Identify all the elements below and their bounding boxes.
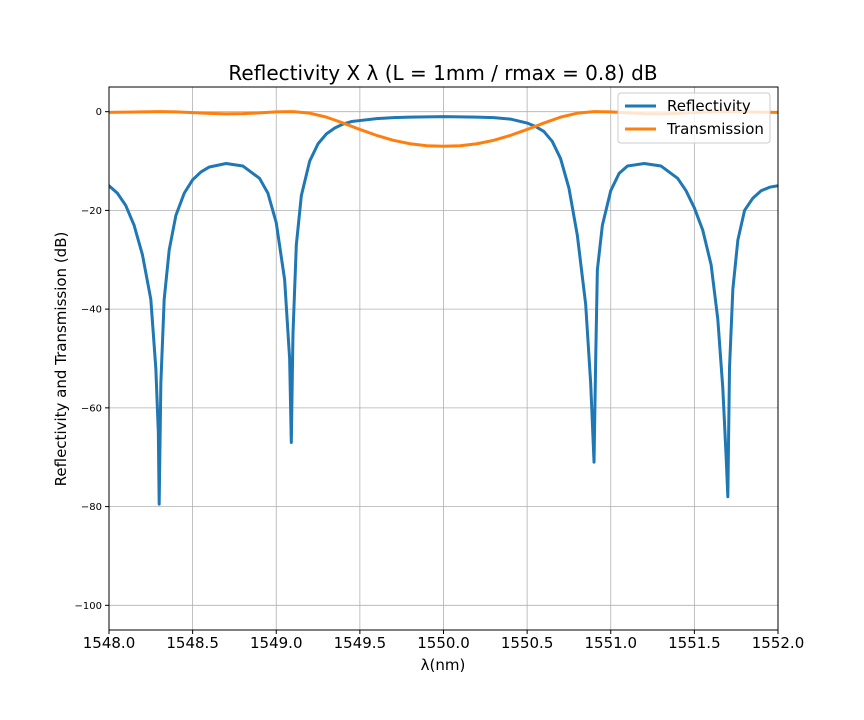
y-tick-label: −40 (81, 305, 102, 316)
x-tick-label: 1548.5 (166, 634, 219, 652)
y-tick-label: −80 (81, 502, 102, 513)
x-tick-label: 1552.0 (752, 634, 805, 652)
y-tick-label: −60 (81, 403, 102, 414)
x-tick-label: 1551.0 (585, 634, 638, 652)
series-line-reflectivity (109, 115, 778, 506)
axis-ticks: 1548.0 1548.5 1549.0 1549.5 1550.0 1550.5 1551… (75, 107, 805, 652)
x-tick-label: 1550.0 (417, 634, 470, 652)
x-axis-label: λ(nm) (421, 656, 466, 674)
y-tick-label: −20 (81, 206, 102, 217)
y-axis-label: Reflectivity and Transmission (dB) (52, 232, 70, 487)
x-tick-label: 1549.5 (334, 634, 387, 652)
x-tick-label: 1551.5 (668, 634, 721, 652)
x-tick-label: 1548.0 (83, 634, 136, 652)
y-tick-label: 0 (96, 107, 102, 118)
y-tick-label: −100 (75, 601, 102, 612)
x-tick-label: 1549.0 (250, 634, 303, 652)
chart-title: Reflectivity X λ (L = 1mm / rmax = 0.8) … (228, 61, 657, 85)
legend: Reflectivity Transmission (617, 92, 771, 144)
x-tick-label: 1550.5 (501, 634, 554, 652)
legend-label-reflectivity: Reflectivity (667, 97, 751, 115)
legend-label-transmission: Transmission (666, 120, 764, 138)
grid (108, 87, 779, 630)
